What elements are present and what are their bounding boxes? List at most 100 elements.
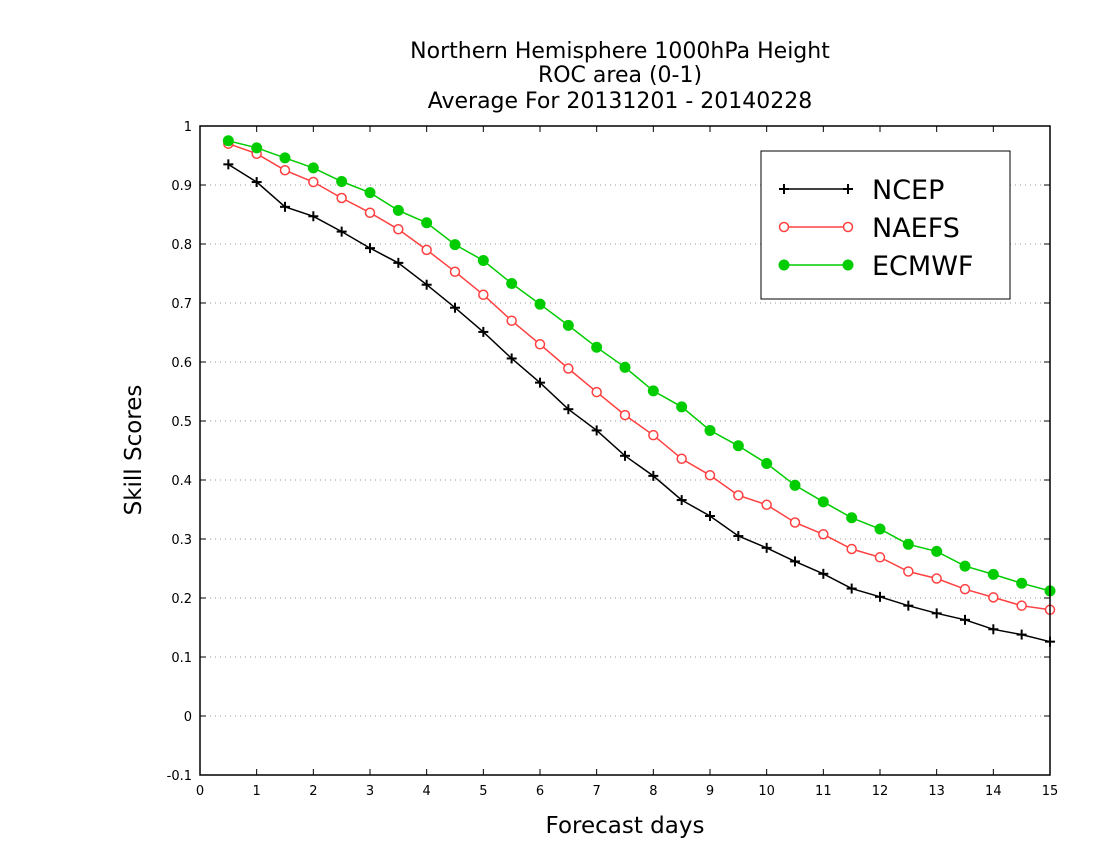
data-point-naefs xyxy=(279,165,291,176)
legend-marker-start xyxy=(778,221,790,233)
y-tick-label: 0.4 xyxy=(171,474,192,489)
data-point-naefs xyxy=(563,363,574,374)
data-point-ecmwf xyxy=(534,298,546,310)
data-point-ncep xyxy=(506,353,517,364)
data-point-ncep xyxy=(620,450,630,461)
x-axis-ticks: 0 1 2 3 4 5 6 7 8 9 10 11 12 13 14 15 xyxy=(196,126,1058,799)
data-point-ncep xyxy=(846,583,857,594)
data-point-ncep xyxy=(591,425,602,436)
x-tick-label: 14 xyxy=(985,784,1002,799)
x-tick-label: 11 xyxy=(815,784,832,799)
chart-title: Northern Hemisphere 1000hPa Height xyxy=(410,39,830,64)
legend-item-ecmwf: ECMWF xyxy=(778,251,973,282)
legend-item-naefs: NAEFS xyxy=(778,213,960,244)
legend-marker-start xyxy=(778,259,790,271)
data-point-ncep xyxy=(308,211,319,222)
y-tick-label: 0.1 xyxy=(171,651,192,666)
data-point-ecmwf xyxy=(421,217,433,229)
data-point-ecmwf xyxy=(251,142,263,154)
x-tick-label: 9 xyxy=(706,784,714,799)
data-point-naefs xyxy=(761,499,772,511)
y-tick-label: 0 xyxy=(184,710,192,725)
data-point-ecmwf xyxy=(789,479,801,491)
x-tick-label: 6 xyxy=(536,784,544,799)
series-ecmwf xyxy=(222,135,1056,597)
data-point-ncep xyxy=(563,404,574,415)
data-point-ncep xyxy=(336,226,347,237)
data-point-ecmwf xyxy=(364,187,376,199)
data-point-ncep xyxy=(365,243,375,254)
series-naefs xyxy=(223,138,1056,616)
x-tick-label: 7 xyxy=(593,784,601,799)
y-tick-label: 1 xyxy=(184,120,192,135)
data-point-ecmwf xyxy=(619,361,631,373)
x-tick-label: 0 xyxy=(196,784,204,799)
data-point-ecmwf xyxy=(647,385,659,397)
data-point-naefs xyxy=(534,339,546,350)
data-point-ncep xyxy=(421,279,432,290)
data-point-ncep xyxy=(223,159,234,170)
data-point-naefs xyxy=(733,490,744,501)
data-point-ecmwf xyxy=(506,278,518,290)
data-point-ncep xyxy=(676,495,687,506)
data-point-ecmwf xyxy=(874,523,886,535)
data-point-naefs xyxy=(988,592,999,603)
data-point-ecmwf xyxy=(222,135,234,147)
legend-label: NCEP xyxy=(872,175,944,206)
y-tick-label: 0.9 xyxy=(171,179,192,194)
legend-marker-start xyxy=(779,184,789,194)
x-tick-label: 10 xyxy=(758,784,775,799)
data-point-ncep xyxy=(648,470,659,481)
data-point-naefs xyxy=(704,470,716,481)
data-point-naefs xyxy=(336,192,347,204)
data-point-ecmwf xyxy=(761,457,773,469)
data-point-ncep xyxy=(903,600,914,611)
x-tick-label: 2 xyxy=(309,784,317,799)
data-point-naefs xyxy=(874,552,886,563)
data-point-ecmwf xyxy=(336,175,348,187)
x-axis-label: Forecast days xyxy=(546,813,705,839)
x-tick-label: 13 xyxy=(928,784,945,799)
x-tick-label: 5 xyxy=(479,784,487,799)
series-ncep xyxy=(223,159,1055,647)
data-point-ncep xyxy=(960,614,970,625)
series-line-ncep xyxy=(227,163,1051,643)
data-point-ecmwf xyxy=(307,162,319,174)
data-point-naefs xyxy=(619,409,631,421)
data-point-ecmwf xyxy=(279,152,291,164)
data-point-ncep xyxy=(280,201,290,212)
data-point-naefs xyxy=(648,429,659,441)
legend-marker-end xyxy=(842,221,854,233)
data-point-naefs xyxy=(846,543,857,555)
data-point-ecmwf xyxy=(732,440,744,452)
x-tick-label: 4 xyxy=(423,784,431,799)
legend-label: NAEFS xyxy=(872,213,960,244)
x-tick-label: 1 xyxy=(253,784,261,799)
y-tick-label: 0.5 xyxy=(171,415,192,430)
data-point-ncep xyxy=(1016,629,1027,640)
data-point-naefs xyxy=(449,266,461,277)
data-point-ecmwf xyxy=(676,401,688,413)
data-point-ncep xyxy=(818,568,829,579)
data-point-ecmwf xyxy=(987,568,999,580)
data-point-ecmwf xyxy=(817,496,829,508)
data-point-ecmwf xyxy=(449,239,461,251)
y-axis-ticks: -0.1 0 0.1 0.2 0.3 0.4 0.5 0.6 0.7 0.8 0.9 1 xyxy=(167,120,1050,784)
plot-frame xyxy=(199,125,1051,776)
data-point-ncep xyxy=(761,542,772,553)
data-point-naefs xyxy=(393,224,404,235)
legend: NCEP NAEFS ECMWF xyxy=(760,150,1011,300)
x-tick-label: 15 xyxy=(1042,784,1059,799)
x-tick-label: 8 xyxy=(649,784,657,799)
y-axis-label: Skill Scores xyxy=(121,385,147,516)
x-tick-label: 12 xyxy=(872,784,889,799)
data-series xyxy=(222,135,1056,647)
data-point-ecmwf xyxy=(959,560,971,572)
data-point-ecmwf xyxy=(562,319,574,331)
data-point-naefs xyxy=(959,583,971,595)
data-point-ecmwf xyxy=(392,204,404,216)
data-point-ncep xyxy=(705,510,715,521)
legend-item-ncep: NCEP xyxy=(779,175,944,206)
data-point-naefs xyxy=(308,176,319,188)
